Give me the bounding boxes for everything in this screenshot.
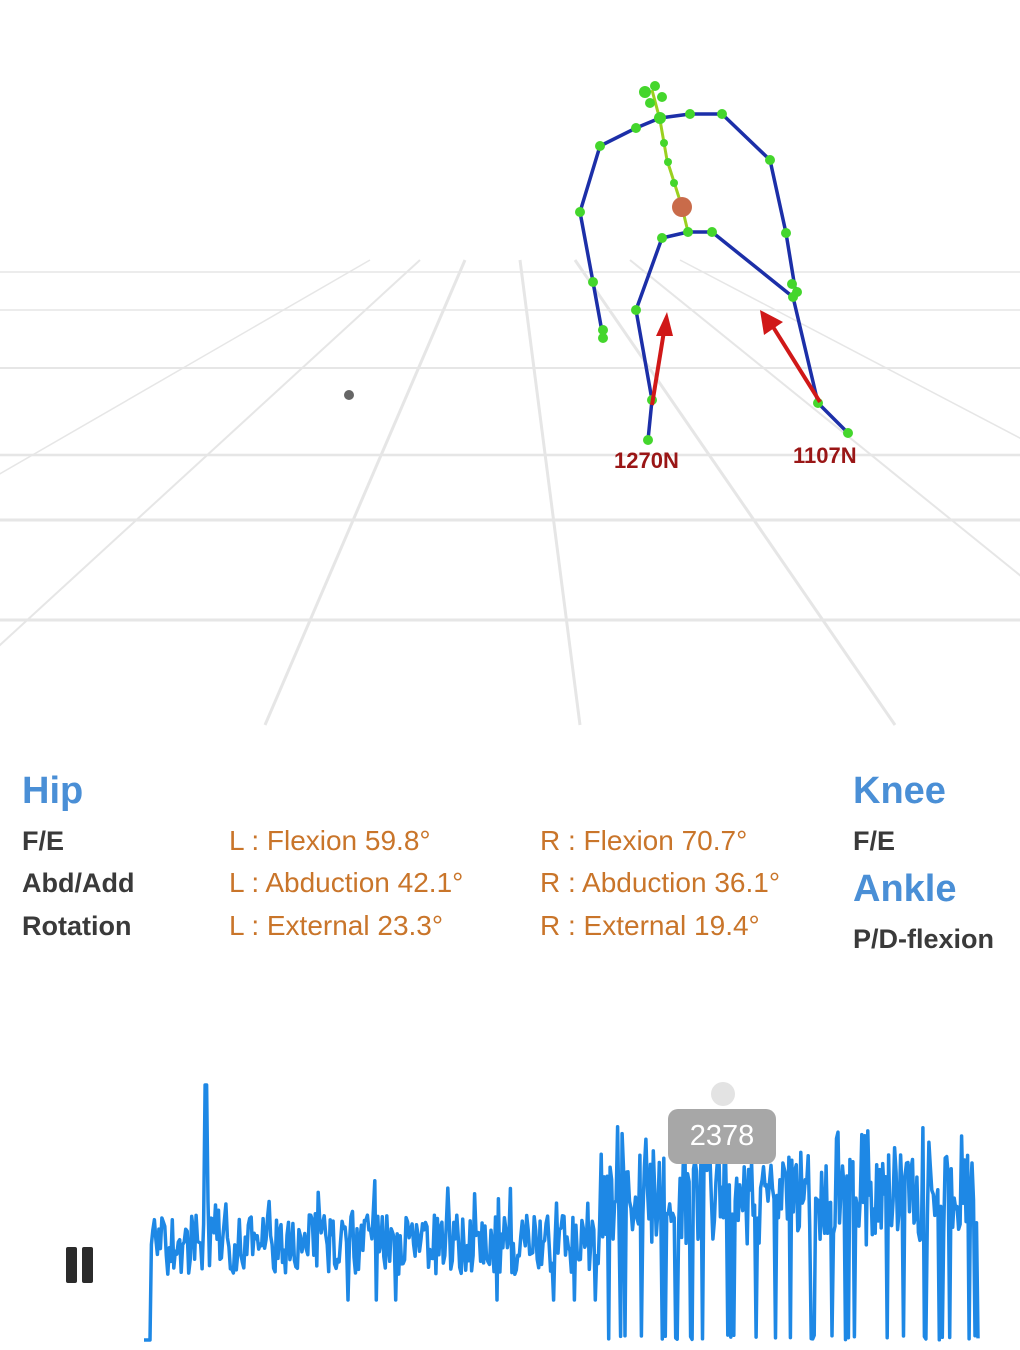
pause-icon <box>66 1247 77 1283</box>
center-of-mass-marker <box>672 197 692 217</box>
ankle-section-title: Ankle <box>853 868 957 910</box>
hip-fe-left-value: L : Flexion 59.8° <box>229 825 431 856</box>
scrubber-handle[interactable] <box>711 1082 735 1106</box>
waveform-line <box>143 1083 980 1342</box>
knee-section-title: Knee <box>853 770 946 812</box>
floor-grid <box>0 259 1020 726</box>
3d-viewport[interactable]: 1270N 1107N <box>0 0 1020 730</box>
current-frame-badge: 2378 <box>668 1109 776 1164</box>
hip-abd-left-value: L : Abduction 42.1° <box>229 867 464 898</box>
force-vector-right: 1107N <box>760 310 857 468</box>
hip-abd-add-label: Abd/Add <box>22 868 135 898</box>
hip-fe-label: F/E <box>22 826 65 856</box>
hip-rotation-label: Rotation <box>22 911 132 941</box>
skeleton[interactable] <box>575 81 853 445</box>
force-label-left: 1270N <box>614 448 679 473</box>
origin-marker <box>344 390 354 400</box>
hip-abd-right-value: R : Abduction 36.1° <box>540 867 781 898</box>
hip-fe-right-value: R : Flexion 70.7° <box>540 825 748 856</box>
knee-fe-label: F/E <box>853 826 896 856</box>
timeline-waveform[interactable] <box>0 1060 1020 1350</box>
hip-rotation-left-value: L : External 23.3° <box>229 910 444 941</box>
force-vector-left: 1270N <box>614 312 679 473</box>
force-label-right: 1107N <box>793 443 857 468</box>
ankle-pd-flexion-label: P/D-flexion <box>853 924 995 954</box>
pause-button[interactable] <box>66 1247 96 1283</box>
hip-rotation-right-value: R : External 19.4° <box>540 910 760 941</box>
hip-section-title: Hip <box>22 770 84 812</box>
